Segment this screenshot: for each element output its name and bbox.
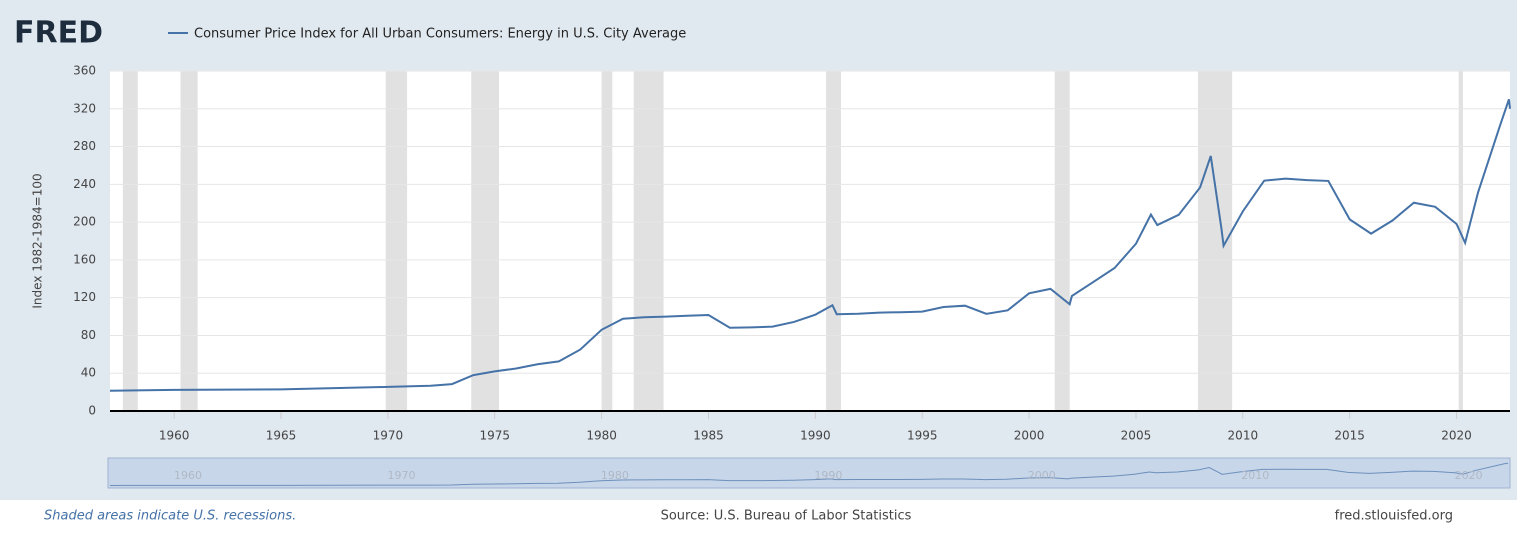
y-tick-label: 360 — [73, 64, 96, 78]
site: fred.stlouisfed.org — [1335, 509, 1453, 524]
y-tick-label: 320 — [73, 101, 96, 115]
logo: FRED — [14, 16, 103, 51]
x-tick-label: 2015 — [1334, 429, 1365, 443]
recession-band — [633, 71, 664, 411]
navigator-tick-label: 2000 — [1028, 469, 1056, 482]
x-tick-label: 1995 — [907, 429, 938, 443]
recession-band — [1054, 71, 1070, 411]
x-tick-label: 2005 — [1121, 429, 1152, 443]
x-tick-label: 1990 — [800, 429, 831, 443]
y-tick-label: 280 — [73, 139, 96, 153]
recession-band — [1458, 71, 1463, 411]
source: Source: U.S. Bureau of Labor Statistics — [661, 509, 912, 524]
x-tick-label: 1985 — [693, 429, 724, 443]
navigator-tick-label: 1960 — [174, 469, 202, 482]
navigator — [107, 457, 1511, 489]
recession-band — [471, 71, 500, 411]
y-tick-label: 40 — [81, 366, 96, 380]
x-tick-label: 1970 — [373, 429, 404, 443]
y-tick-label: 200 — [73, 215, 96, 229]
recession-band — [180, 71, 198, 411]
recession-band — [826, 71, 841, 411]
y-axis-label: Index 1982-1984=100 — [31, 173, 45, 308]
x-tick-label: 2020 — [1441, 429, 1472, 443]
y-tick-label: 80 — [81, 328, 96, 342]
x-tick-label: 1965 — [266, 429, 297, 443]
recession-band — [385, 71, 408, 411]
y-tick-label: 120 — [73, 290, 96, 304]
navigator-tick-label: 2010 — [1241, 469, 1269, 482]
x-tick-label: 1975 — [479, 429, 510, 443]
x-tick-label: 2010 — [1228, 429, 1259, 443]
series-line — [109, 99, 1511, 392]
x-tick-label: 1980 — [586, 429, 617, 443]
plot-area — [110, 71, 1510, 411]
recession-band — [601, 71, 613, 411]
recession-band — [122, 71, 138, 411]
y-tick-label: 240 — [73, 177, 96, 191]
footer-bg — [0, 500, 1517, 531]
y-tick-label: 0 — [88, 404, 96, 418]
navigator-tick-label: 2020 — [1455, 469, 1483, 482]
x-tick-label: 2000 — [1014, 429, 1045, 443]
navigator-tick-label: 1980 — [601, 469, 629, 482]
y-tick-label: 160 — [73, 252, 96, 266]
navigator-line — [109, 462, 1509, 486]
recession-note: Shaded areas indicate U.S. recessions. — [44, 509, 296, 524]
legend-label: Consumer Price Index for All Urban Consu… — [194, 27, 686, 42]
navigator-tick-label: 1970 — [387, 469, 415, 482]
navigator-tick-label: 1990 — [814, 469, 842, 482]
x-tick-label: 1960 — [159, 429, 190, 443]
